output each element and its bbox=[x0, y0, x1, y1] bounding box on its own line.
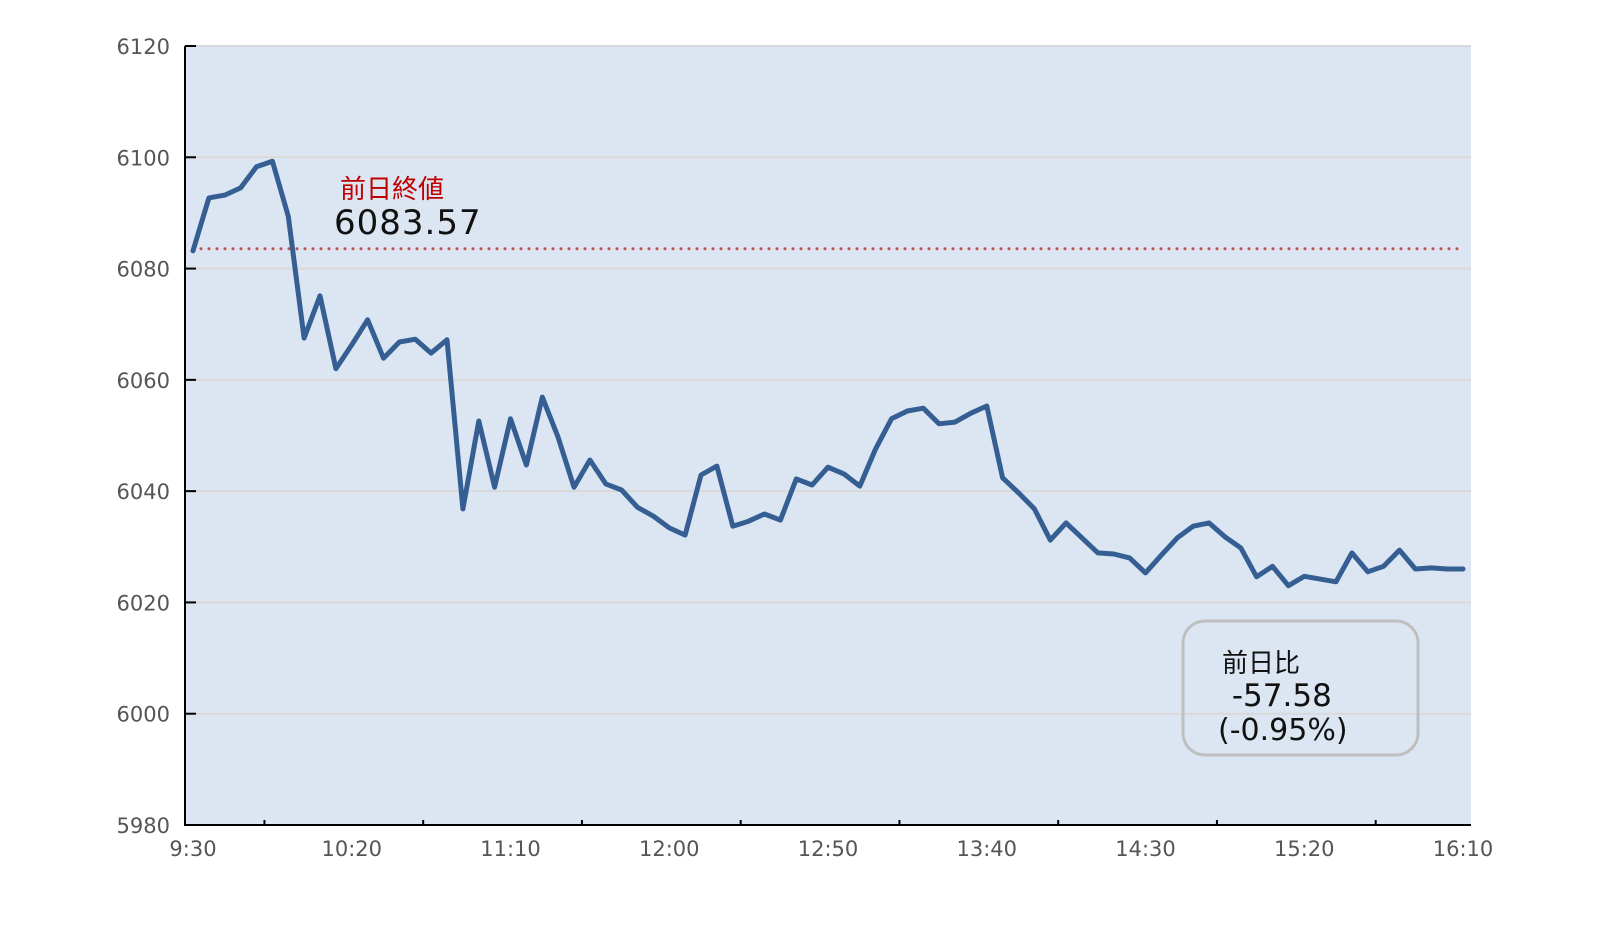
y-tick-label: 6120 bbox=[117, 35, 170, 59]
y-tick-label: 6020 bbox=[117, 591, 170, 615]
x-tick-label: 11:10 bbox=[480, 837, 541, 861]
previous-close-label: 前日終値 bbox=[340, 175, 444, 205]
x-tick-label: 12:50 bbox=[798, 837, 859, 861]
y-tick-label: 6080 bbox=[117, 258, 170, 282]
change-percent: (-0.95%) bbox=[1218, 713, 1348, 748]
y-tick-label: 5980 bbox=[117, 814, 170, 838]
x-tick-label: 16:10 bbox=[1433, 837, 1494, 861]
y-tick-label: 6100 bbox=[117, 146, 170, 170]
plot-area bbox=[185, 46, 1471, 825]
change-box bbox=[1181, 619, 1420, 757]
change-value: -57.58 bbox=[1222, 678, 1332, 714]
x-tick-label: 9:30 bbox=[169, 837, 216, 861]
x-tick-label: 15:20 bbox=[1274, 837, 1335, 861]
x-tick-label: 13:40 bbox=[956, 837, 1017, 861]
y-tick-label: 6060 bbox=[117, 369, 170, 393]
change-label: 前日比 bbox=[1222, 649, 1300, 679]
y-tick-label: 6000 bbox=[117, 703, 170, 727]
price-series-line bbox=[190, 158, 1466, 589]
x-tick-label: 12:00 bbox=[639, 837, 700, 861]
previous-close-value: 6083.57 bbox=[334, 203, 482, 243]
x-axis-ticks: 9:30 10:20 11:10 12:00 12:50 13:40 14:30 15:20 1… bbox=[169, 820, 1493, 861]
gridlines bbox=[185, 45, 1471, 715]
x-tick-label: 14:30 bbox=[1115, 837, 1176, 861]
y-tick-label: 6040 bbox=[117, 480, 170, 504]
x-tick-label: 10:20 bbox=[321, 837, 382, 861]
y-axis-ticks: 5980 6000 6020 6040 6060 6080 6100 6120 bbox=[117, 35, 196, 838]
